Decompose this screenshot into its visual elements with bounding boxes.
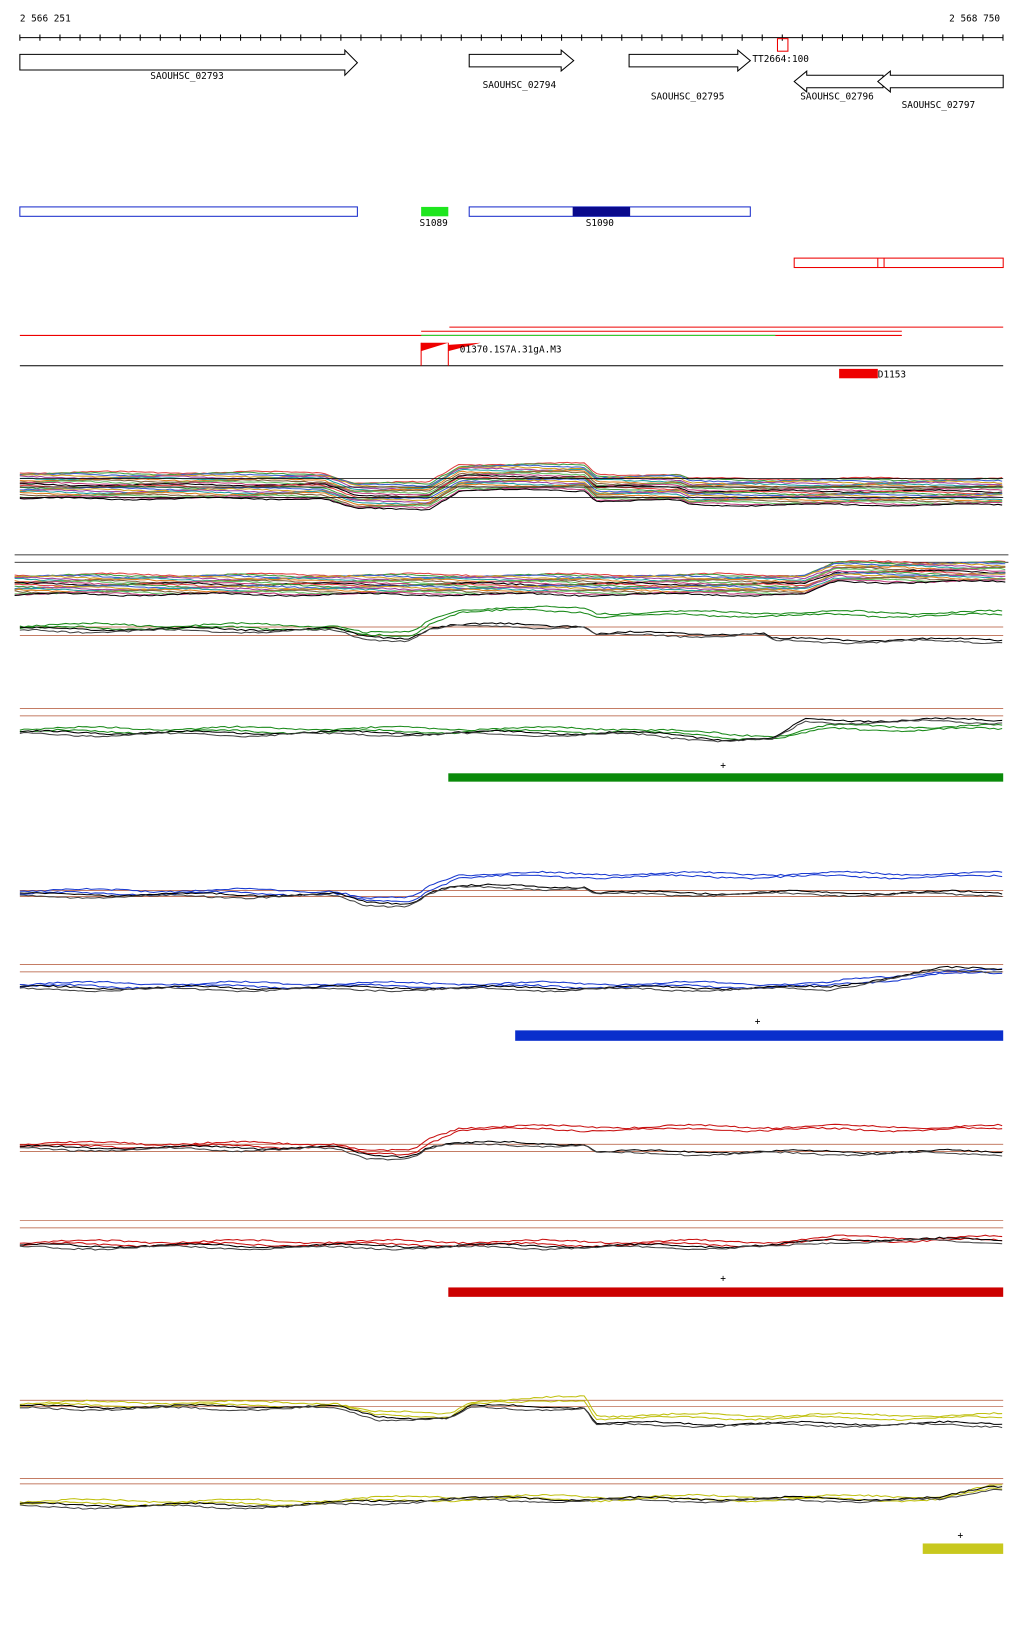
profile-line — [19, 1484, 1003, 1504]
profile-line — [19, 723, 1003, 738]
condition-bar[interactable] — [515, 1030, 1004, 1041]
gene-arrow[interactable] — [876, 69, 1004, 94]
profile-line — [19, 1140, 1003, 1159]
profile-line — [19, 1403, 1003, 1427]
profile-line — [19, 605, 1003, 634]
profile-line — [19, 969, 1003, 993]
profile-line — [19, 608, 1003, 637]
profile-line — [19, 472, 1003, 495]
gene-arrow[interactable] — [628, 49, 752, 73]
gene-label: SAOUHSC_02796 — [800, 92, 874, 103]
profile-line — [19, 473, 1003, 496]
feature-label: 01370.1S7A.31gA.M3 — [460, 345, 562, 356]
profile-line — [19, 624, 1003, 645]
terminator-label: TT2664:100 — [752, 54, 809, 65]
profile-line — [19, 883, 1003, 905]
profile-line — [19, 464, 1003, 487]
feature-box[interactable] — [793, 257, 1004, 269]
gene-label: SAOUHSC_02795 — [651, 92, 724, 103]
profile-line — [19, 482, 1003, 505]
feature-box[interactable] — [839, 368, 878, 379]
profile-line — [19, 1123, 1003, 1152]
profile-line — [19, 488, 1003, 511]
gene-arrow[interactable] — [468, 49, 575, 73]
profiles — [14, 461, 1009, 1510]
marker: + — [720, 760, 726, 771]
profile-line — [19, 1234, 1003, 1245]
gene-arrow[interactable] — [793, 69, 884, 94]
profile-line — [14, 574, 1006, 593]
gene-arrow[interactable] — [19, 48, 359, 77]
marker: + — [958, 1531, 964, 1542]
marker: + — [720, 1274, 726, 1285]
profile-line — [19, 1405, 1003, 1429]
profile-line — [19, 719, 1003, 743]
profile-line — [19, 870, 1003, 899]
feature-box[interactable] — [421, 206, 449, 217]
feature-box[interactable] — [572, 206, 631, 217]
feature-label: D1153 — [878, 370, 906, 381]
profile-line — [19, 1395, 1003, 1418]
gene-label: SAOUHSC_02793 — [150, 71, 224, 82]
tracks: 2 566 251 2 568 750 SAOUHSC_02793 SAOUHS… — [14, 13, 1009, 1554]
profile-line — [19, 467, 1003, 490]
profile-line — [14, 568, 1006, 586]
profile-line — [19, 726, 1003, 741]
terminator-box[interactable] — [776, 38, 789, 52]
profile-line — [19, 1488, 1003, 1510]
profile-line — [19, 1485, 1003, 1508]
ruler-start: 2 566 251 — [20, 13, 71, 24]
profile-line — [14, 579, 1006, 597]
profile-line — [19, 622, 1003, 643]
profile-line — [19, 885, 1003, 908]
ruler-end: 2 568 750 — [949, 13, 1000, 24]
profile-line — [19, 480, 1003, 504]
feature-label: S1089 — [420, 218, 449, 229]
profile-line — [14, 562, 1006, 580]
profile-line — [19, 717, 1003, 742]
feature-box[interactable] — [19, 206, 358, 217]
condition-bar[interactable] — [922, 1543, 1004, 1554]
profile-line — [19, 1238, 1003, 1251]
feature-label: S1090 — [586, 218, 615, 229]
profile-line — [19, 1236, 1003, 1249]
profile-line — [19, 483, 1003, 507]
profile-line — [19, 1142, 1003, 1161]
profile-line — [19, 965, 1003, 991]
flag — [421, 342, 449, 352]
gene-label: SAOUHSC_02794 — [483, 80, 557, 91]
gene-label: SAOUHSC_02797 — [902, 100, 975, 111]
profile-line — [19, 1126, 1003, 1156]
condition-bar[interactable] — [448, 1287, 1004, 1297]
condition-bar[interactable] — [448, 773, 1004, 782]
profile-line — [19, 474, 1003, 498]
ruler-ticks — [19, 34, 1004, 41]
marker: + — [755, 1017, 761, 1028]
profile-line — [19, 968, 1003, 987]
